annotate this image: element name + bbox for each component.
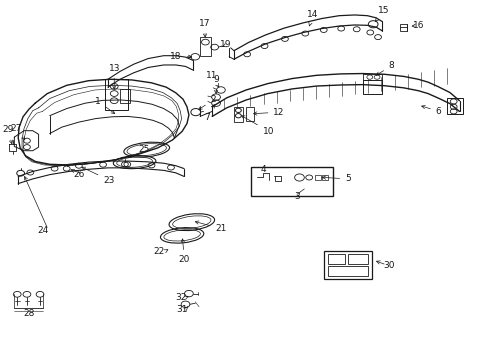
Bar bbox=[200, 37, 211, 56]
Text: 21: 21 bbox=[195, 221, 226, 233]
Bar bbox=[234, 107, 243, 122]
Text: 6: 6 bbox=[422, 105, 441, 116]
Text: 32: 32 bbox=[175, 293, 186, 302]
Text: 15: 15 bbox=[375, 6, 390, 22]
Text: 9: 9 bbox=[213, 76, 219, 94]
Text: 31: 31 bbox=[176, 305, 188, 314]
Text: 10: 10 bbox=[242, 116, 274, 136]
Text: 27: 27 bbox=[11, 124, 25, 140]
Bar bbox=[328, 253, 344, 264]
Bar bbox=[400, 23, 407, 31]
Text: 3: 3 bbox=[294, 192, 300, 201]
Text: 1: 1 bbox=[96, 97, 115, 114]
Text: 2: 2 bbox=[198, 95, 216, 109]
Text: 14: 14 bbox=[307, 10, 319, 26]
Text: 25: 25 bbox=[128, 145, 150, 158]
Bar bbox=[104, 79, 128, 110]
Text: 30: 30 bbox=[384, 261, 395, 270]
Bar bbox=[324, 251, 372, 279]
Text: 23: 23 bbox=[82, 167, 115, 185]
Text: 16: 16 bbox=[413, 21, 424, 30]
Bar bbox=[246, 107, 254, 121]
Text: 4: 4 bbox=[260, 166, 266, 175]
Bar bbox=[447, 98, 463, 114]
Text: 8: 8 bbox=[376, 61, 394, 75]
Bar bbox=[322, 175, 328, 180]
Text: 7: 7 bbox=[204, 104, 214, 122]
Text: 12: 12 bbox=[253, 108, 285, 117]
Text: 11: 11 bbox=[205, 71, 219, 87]
Bar bbox=[348, 253, 368, 264]
Bar bbox=[315, 175, 321, 180]
Text: 18: 18 bbox=[170, 52, 192, 61]
Text: 22: 22 bbox=[153, 247, 165, 256]
Text: 13: 13 bbox=[108, 64, 120, 89]
Bar bbox=[364, 80, 382, 94]
Text: 28: 28 bbox=[23, 310, 35, 319]
Text: 26: 26 bbox=[73, 170, 84, 179]
Bar bbox=[120, 89, 130, 103]
Text: 29: 29 bbox=[2, 126, 14, 144]
Text: 20: 20 bbox=[179, 239, 190, 264]
Bar bbox=[328, 266, 368, 276]
Text: 19: 19 bbox=[220, 40, 231, 49]
Text: 5: 5 bbox=[322, 175, 351, 184]
Bar bbox=[251, 167, 333, 196]
Text: 24: 24 bbox=[38, 226, 49, 235]
Text: 17: 17 bbox=[198, 19, 210, 37]
